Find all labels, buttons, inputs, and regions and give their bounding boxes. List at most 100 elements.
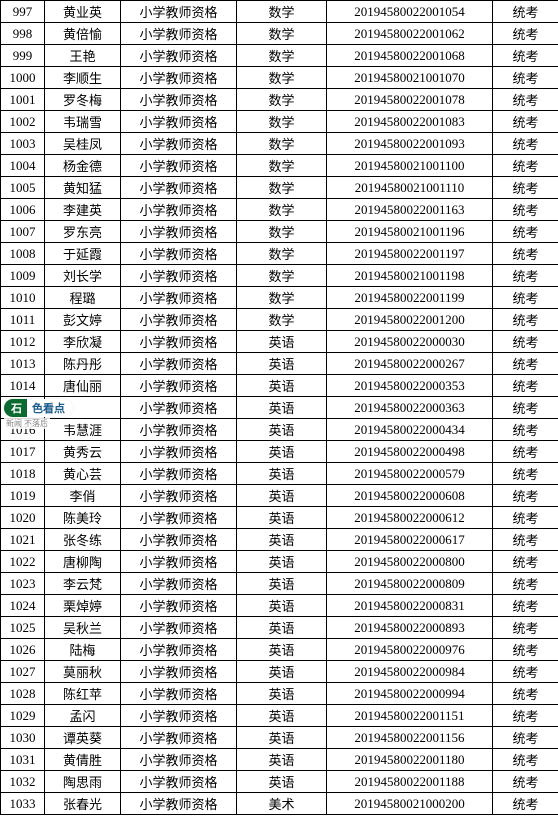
cell-exam: 统考: [493, 419, 558, 441]
cell-subject: 英语: [237, 507, 327, 529]
cell-subject: 数学: [237, 45, 327, 67]
cell-subject: 英语: [237, 595, 327, 617]
cell-exam: 统考: [493, 45, 558, 67]
cell-name: 黄秀云: [45, 441, 121, 463]
table-row: 1019李俏小学教师资格英语20194580022000608统考: [1, 485, 558, 507]
cell-qualification: 小学教师资格: [121, 155, 237, 177]
cell-subject: 数学: [237, 243, 327, 265]
cell-index: 1014: [1, 375, 45, 397]
cell-subject: 数学: [237, 155, 327, 177]
cell-code: 20194580022000353: [327, 375, 493, 397]
cell-index: 1000: [1, 67, 45, 89]
cell-index: 1032: [1, 771, 45, 793]
cell-code: 20194580022001199: [327, 287, 493, 309]
cell-qualification: 小学教师资格: [121, 705, 237, 727]
cell-index: 1004: [1, 155, 45, 177]
cell-code: 20194580022001156: [327, 727, 493, 749]
cell-code: 20194580022001083: [327, 111, 493, 133]
table-row: 1032陶思雨小学教师资格英语20194580022001188统考: [1, 771, 558, 793]
cell-name: 罗东亮: [45, 221, 121, 243]
cell-index: 1033: [1, 793, 45, 815]
cell-subject: 英语: [237, 485, 327, 507]
cell-qualification: 小学教师资格: [121, 771, 237, 793]
cell-exam: 统考: [493, 639, 558, 661]
cell-name: 陶思雨: [45, 771, 121, 793]
cell-exam: 统考: [493, 661, 558, 683]
cell-subject: 英语: [237, 463, 327, 485]
cell-subject: 英语: [237, 683, 327, 705]
table-row: 1026陆梅小学教师资格英语20194580022000976统考: [1, 639, 558, 661]
cell-name: 黄心芸: [45, 463, 121, 485]
table-row: 1000李顺生小学教师资格数学20194580021001070统考: [1, 67, 558, 89]
cell-exam: 统考: [493, 221, 558, 243]
cell-name: 张春光: [45, 793, 121, 815]
table-row: 1001罗冬梅小学教师资格数学20194580022001078统考: [1, 89, 558, 111]
cell-code: 20194580022000579: [327, 463, 493, 485]
cell-qualification: 小学教师资格: [121, 639, 237, 661]
table-row: 1025吴秋兰小学教师资格英语20194580022000893统考: [1, 617, 558, 639]
cell-name: 李云梵: [45, 573, 121, 595]
cell-exam: 统考: [493, 727, 558, 749]
cell-index: 1016: [1, 419, 45, 441]
cell-exam: 统考: [493, 595, 558, 617]
cell-code: 20194580022001062: [327, 23, 493, 45]
cell-qualification: 小学教师资格: [121, 23, 237, 45]
cell-name: 张冬练: [45, 529, 121, 551]
table-row: 1031黄倩胜小学教师资格英语20194580022001180统考: [1, 749, 558, 771]
cell-index: 1013: [1, 353, 45, 375]
cell-code: 20194580021001198: [327, 265, 493, 287]
cell-name: 李建英: [45, 199, 121, 221]
table-row: 1033张春光小学教师资格美术20194580021000200统考: [1, 793, 558, 815]
cell-code: 20194580022001188: [327, 771, 493, 793]
cell-qualification: 小学教师资格: [121, 45, 237, 67]
cell-qualification: 小学教师资格: [121, 331, 237, 353]
cell-index: 997: [1, 1, 45, 23]
cell-qualification: 小学教师资格: [121, 397, 237, 419]
table-row: 1028陈红苹小学教师资格英语20194580022000994统考: [1, 683, 558, 705]
cell-code: 20194580021001070: [327, 67, 493, 89]
cell-subject: 数学: [237, 1, 327, 23]
cell-subject: 英语: [237, 397, 327, 419]
cell-qualification: 小学教师资格: [121, 1, 237, 23]
cell-index: 1031: [1, 749, 45, 771]
cell-index: 1029: [1, 705, 45, 727]
cell-subject: 数学: [237, 177, 327, 199]
cell-qualification: 小学教师资格: [121, 221, 237, 243]
cell-exam: 统考: [493, 67, 558, 89]
cell-index: 1025: [1, 617, 45, 639]
cell-index: 1012: [1, 331, 45, 353]
cell-subject: 英语: [237, 353, 327, 375]
cell-index: 1003: [1, 133, 45, 155]
cell-code: 20194580022001054: [327, 1, 493, 23]
cell-name: 莫丽秋: [45, 661, 121, 683]
cell-index: 1026: [1, 639, 45, 661]
cell-qualification: 小学教师资格: [121, 89, 237, 111]
cell-name: 吴桂凤: [45, 133, 121, 155]
table-row: 1008于延霞小学教师资格数学20194580022001197统考: [1, 243, 558, 265]
cell-exam: 统考: [493, 331, 558, 353]
cell-qualification: 小学教师资格: [121, 111, 237, 133]
cell-exam: 统考: [493, 705, 558, 727]
cell-name: 王艳: [45, 45, 121, 67]
cell-code: 20194580022000994: [327, 683, 493, 705]
cell-index: 1020: [1, 507, 45, 529]
cell-code: 20194580021001100: [327, 155, 493, 177]
cell-subject: 英语: [237, 331, 327, 353]
table-row: 1024栗焯婷小学教师资格英语20194580022000831统考: [1, 595, 558, 617]
table-row: 1010程璐小学教师资格数学20194580022001199统考: [1, 287, 558, 309]
cell-exam: 统考: [493, 771, 558, 793]
cell-exam: 统考: [493, 133, 558, 155]
table-row: 1004杨金德小学教师资格数学20194580021001100统考: [1, 155, 558, 177]
cell-name: 韦瑞雪: [45, 111, 121, 133]
table-row: 1023李云梵小学教师资格英语20194580022000809统考: [1, 573, 558, 595]
cell-index: 1002: [1, 111, 45, 133]
cell-qualification: 小学教师资格: [121, 551, 237, 573]
cell-code: 20194580022000434: [327, 419, 493, 441]
cell-subject: 英语: [237, 705, 327, 727]
cell-qualification: 小学教师资格: [121, 749, 237, 771]
cell-exam: 统考: [493, 463, 558, 485]
cell-subject: 英语: [237, 573, 327, 595]
table-row: 1022唐柳陶小学教师资格英语20194580022000800统考: [1, 551, 558, 573]
cell-qualification: 小学教师资格: [121, 177, 237, 199]
cell-exam: 统考: [493, 89, 558, 111]
